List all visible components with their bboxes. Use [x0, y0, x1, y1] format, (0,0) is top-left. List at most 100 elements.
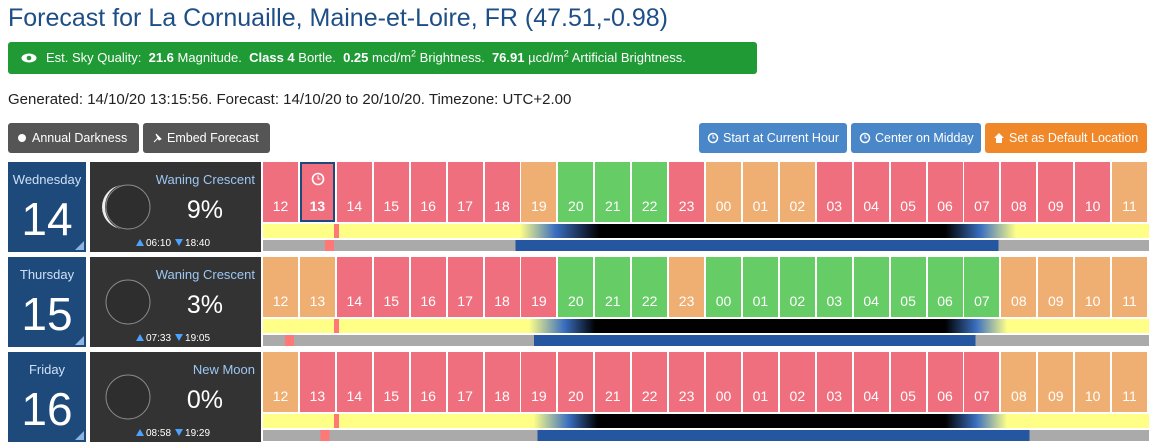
hour-cell: 09	[1038, 162, 1074, 222]
corner	[75, 431, 84, 440]
hour-cell: 19	[521, 352, 557, 412]
moon-box: New Moon 0% 08:58 19:29	[90, 352, 261, 442]
button[interactable]: Center on Midday	[851, 123, 981, 153]
moon-bar	[263, 430, 1149, 441]
illumination: 0%	[186, 386, 223, 414]
hour-cell: 06	[927, 257, 963, 317]
button[interactable]: Start at Current Hour	[699, 123, 847, 153]
hour-cell: 01	[742, 352, 778, 412]
hour-cell: 13	[299, 352, 335, 412]
hour-cell: 12	[263, 162, 298, 222]
hour-cell: 23	[669, 257, 705, 317]
brightness: 0.25	[343, 50, 369, 65]
illumination: 9%	[186, 196, 223, 224]
hour-cell: 08	[1001, 257, 1037, 317]
hour-cell: 03	[816, 352, 852, 412]
button[interactable]: Annual Darkness	[8, 123, 139, 153]
button-label: Annual Darkness	[32, 131, 128, 145]
rise-set: 08:58 19:29	[136, 428, 210, 439]
hour-cell: 00	[706, 162, 741, 222]
unit: Magnitude.	[177, 50, 242, 65]
down-arrow	[175, 429, 184, 436]
hour-cell: 03	[816, 257, 852, 317]
hour-cell: 20	[558, 257, 594, 317]
hour-cell: 23	[669, 352, 705, 412]
hour-cell: 04	[853, 162, 889, 222]
hour-cell: 12	[263, 352, 298, 412]
title: Forecast for La Cornuaille, Maine-et-Loi…	[8, 4, 669, 32]
hour-cell: 06	[927, 352, 963, 412]
hour-cell: 15	[373, 257, 409, 317]
corner	[75, 241, 84, 250]
exp: 2	[411, 48, 417, 59]
hour-cell: 14	[336, 352, 372, 412]
hour-cell: 01	[742, 257, 778, 317]
moonset: 18:40	[185, 238, 211, 249]
hour-cell: 21	[595, 257, 631, 317]
moonset: 19:05	[185, 333, 211, 344]
day-box: Friday 16	[8, 352, 86, 442]
weekday: Friday	[28, 362, 66, 377]
hour-cell: 20	[558, 352, 594, 412]
moonrise: 08:58	[146, 428, 172, 439]
hour-cell: 11	[1112, 257, 1148, 317]
hour-cell: 21	[595, 352, 631, 412]
hour-cell: 03	[816, 162, 852, 222]
hour-cell: 09	[1038, 352, 1074, 412]
hour-cell: 22	[632, 162, 668, 222]
hour-cell: 00	[706, 257, 741, 317]
date: 16	[21, 383, 73, 435]
hour-cell: 20	[558, 162, 594, 222]
hour-cell: 05	[890, 257, 926, 317]
hour-cell: 11	[1112, 162, 1148, 222]
button[interactable]: Embed Forecast	[143, 123, 270, 153]
illumination: 3%	[186, 291, 223, 319]
unit: Bortle.	[298, 50, 336, 65]
hour-cell: 12	[263, 257, 298, 317]
hour-cell: 21	[595, 162, 631, 222]
date: 14	[21, 193, 73, 245]
button[interactable]: Set as Default Location	[985, 123, 1147, 153]
generated: Generated: 14/10/20 13:15:56. Forecast: …	[8, 91, 572, 108]
hour-cell: 13	[299, 257, 335, 317]
weekday: Thursday	[19, 267, 75, 282]
up-arrow	[136, 334, 144, 341]
hour-cell: 11	[1112, 352, 1148, 412]
hour-cell: 19	[521, 257, 557, 317]
moon-icon	[98, 272, 158, 337]
exp: 2	[563, 48, 569, 59]
hour-cell: 02	[779, 257, 815, 317]
hour-cell: 02	[779, 352, 815, 412]
hour-cell: 16	[410, 257, 446, 317]
hour-cell: 07	[964, 257, 1000, 317]
moon-box: Waning Crescent 9% 06:10 18:40	[90, 162, 261, 252]
hour-cell: 16	[410, 162, 446, 222]
hour-cell: 08	[1001, 162, 1037, 222]
hour-cell: 22	[632, 352, 668, 412]
artificial: 76.91	[491, 50, 525, 65]
hour-cell: 04	[853, 257, 889, 317]
corner	[75, 336, 84, 345]
moon-bar	[263, 335, 1149, 346]
moon-icon	[98, 177, 158, 242]
moon-phase: Waning Crescent	[155, 267, 255, 282]
label: Est. Sky Quality:	[46, 50, 142, 65]
button-label: Center on Midday	[875, 131, 974, 145]
hour-cell: 07	[964, 162, 1000, 222]
down-arrow	[175, 334, 184, 341]
button-label: Set as Default Location	[1009, 131, 1139, 145]
hour-cell: 18	[484, 162, 520, 222]
sun-bar	[263, 319, 1149, 333]
hour-cell: 13	[299, 162, 335, 222]
clock-icon	[311, 172, 325, 186]
hour-cell: 22	[632, 257, 668, 317]
date: 15	[21, 288, 73, 340]
rise-set: 07:33 19:05	[136, 333, 210, 344]
hour-cell: 19	[521, 162, 557, 222]
weekday: Wednesday	[12, 172, 82, 187]
button-label: Start at Current Hour	[723, 131, 840, 145]
hour-cell: 10	[1075, 162, 1111, 222]
moon-icon	[98, 367, 158, 432]
hour-cell: 07	[964, 352, 1000, 412]
